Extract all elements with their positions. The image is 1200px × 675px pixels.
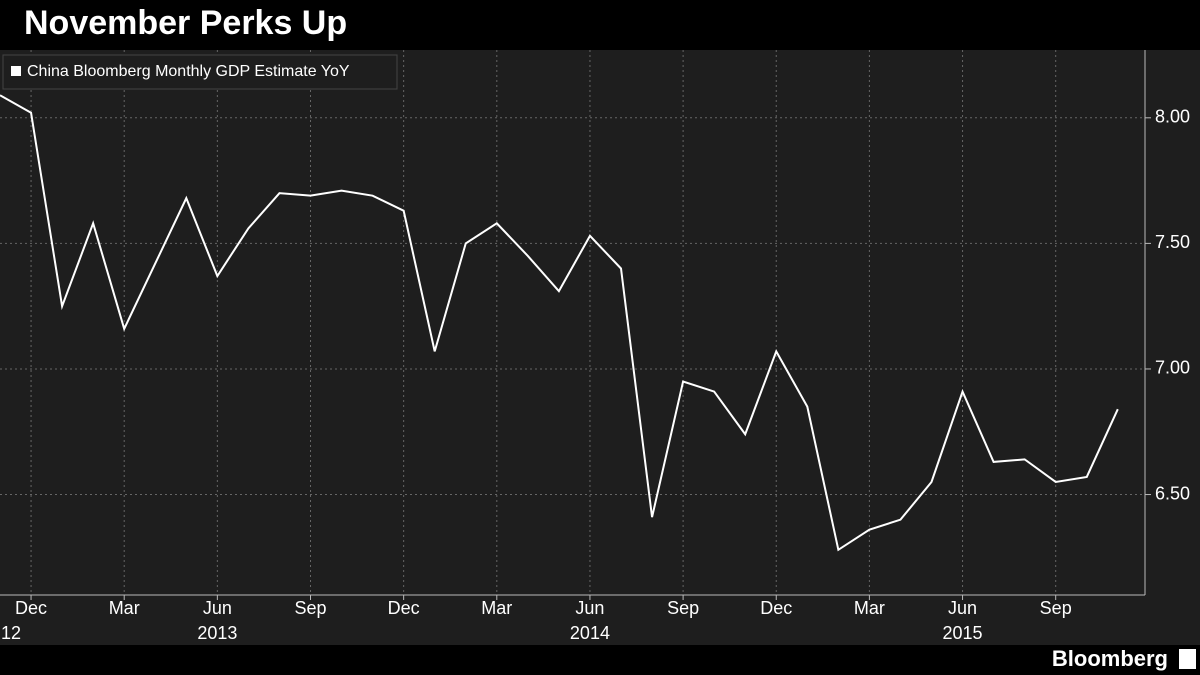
plot-area — [0, 50, 1145, 595]
x-tick-label: Sep — [294, 598, 326, 618]
x-tick-label: Sep — [1040, 598, 1072, 618]
line — [0, 94, 1119, 552]
x-tick-label: Mar — [481, 598, 512, 618]
x-tick-label: Jun — [203, 598, 232, 618]
x-tick-label: Jun — [948, 598, 977, 618]
y-tick-label: 7.50 — [1155, 232, 1190, 252]
x-tick-label: Dec — [388, 598, 420, 618]
x-tick-label: Dec — [760, 598, 792, 618]
y-tick-label: 8.00 — [1155, 107, 1190, 127]
legend-label: China Bloomberg Monthly GDP Estimate YoY — [27, 63, 350, 80]
y-tick-label: 7.00 — [1155, 358, 1190, 378]
x-year-label: 2015 — [943, 623, 983, 643]
grid: 6.50 7.00 7.50 8.00 Dec 12 Mar Jun 2013 Sep Dec Mar… — [0, 50, 1190, 643]
x-tick-label: Mar — [854, 598, 885, 618]
y-tick-label: 6.50 — [1155, 483, 1190, 503]
logo — [1179, 649, 1196, 669]
chart-title: November Perks Up — [24, 4, 347, 42]
x-year-label: 2013 — [197, 623, 237, 643]
x-year-label: 12 — [1, 623, 21, 643]
source: Bloomberg — [1052, 646, 1168, 671]
x-tick-label: Jun — [575, 598, 604, 618]
marks — [0, 94, 1119, 552]
x-axis-area — [0, 595, 1200, 645]
legend — [2, 54, 398, 90]
y-axis-area — [1145, 50, 1200, 595]
x-tick-label: Mar — [109, 598, 140, 618]
legend-swatch — [11, 66, 21, 76]
x-tick-label: Dec — [15, 598, 47, 618]
x-tick-label: Sep — [667, 598, 699, 618]
x-year-label: 2014 — [570, 623, 610, 643]
